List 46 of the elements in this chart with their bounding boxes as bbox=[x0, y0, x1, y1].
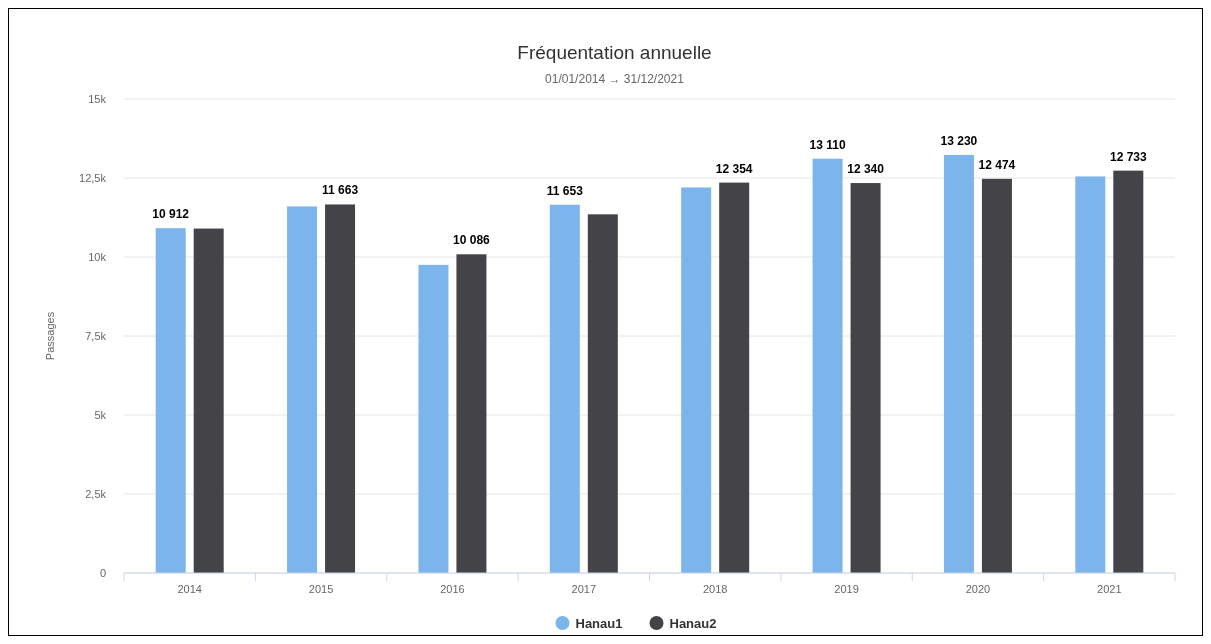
legend-label: Hanau1 bbox=[575, 616, 623, 631]
x-tick-label: 2021 bbox=[1097, 583, 1122, 595]
y-tick-label: 0 bbox=[99, 567, 106, 579]
x-tick-label: 2018 bbox=[702, 583, 728, 595]
data-label: 13 110 bbox=[809, 137, 846, 152]
data-label: 11 663 bbox=[322, 183, 359, 198]
data-label: 11 653 bbox=[546, 183, 584, 198]
x-tick-label: 2016 bbox=[440, 583, 465, 595]
data-label: 12 474 bbox=[978, 157, 1016, 172]
bar bbox=[287, 206, 318, 573]
data-label: 10 086 bbox=[453, 233, 491, 248]
bar bbox=[155, 228, 186, 573]
y-tick-label: 5k bbox=[94, 409, 107, 421]
y-tick-label: 2,5k bbox=[85, 488, 107, 500]
y-tick-label: 12,5k bbox=[79, 172, 107, 184]
bar bbox=[456, 254, 487, 573]
data-label: 12 354 bbox=[715, 161, 753, 176]
bar bbox=[719, 182, 750, 573]
bar bbox=[549, 204, 580, 573]
y-axis-title: Passages bbox=[44, 311, 56, 361]
bar bbox=[981, 178, 1012, 573]
bar bbox=[325, 204, 356, 573]
y-tick-label: 15k bbox=[88, 93, 107, 105]
bar bbox=[418, 264, 449, 573]
x-tick-label: 2017 bbox=[571, 583, 597, 595]
chart-title: Fréquentation annuelle bbox=[517, 42, 712, 63]
data-label: 12 340 bbox=[847, 162, 885, 177]
bar bbox=[1113, 170, 1144, 573]
data-label: 13 230 bbox=[940, 133, 978, 148]
bar bbox=[681, 187, 712, 573]
bar bbox=[943, 154, 974, 573]
bar bbox=[850, 183, 881, 573]
x-tick-label: 2015 bbox=[308, 583, 334, 595]
bar bbox=[587, 214, 618, 573]
y-tick-label: 10k bbox=[88, 251, 107, 263]
bar bbox=[1075, 176, 1106, 573]
bar bbox=[193, 228, 224, 573]
data-label: 10 912 bbox=[152, 207, 190, 222]
chart-subtitle: 01/01/2014 → 31/12/2021 bbox=[545, 72, 685, 86]
x-tick-label: 2019 bbox=[834, 583, 859, 595]
x-tick-label: 2020 bbox=[965, 583, 991, 595]
data-label: 12 733 bbox=[1109, 149, 1147, 164]
bar bbox=[812, 158, 843, 573]
legend-label: Hanau2 bbox=[669, 616, 717, 631]
x-tick-label: 2014 bbox=[177, 583, 202, 595]
y-tick-label: 7,5k bbox=[85, 330, 107, 342]
